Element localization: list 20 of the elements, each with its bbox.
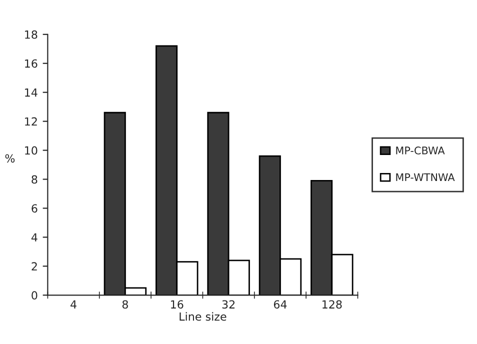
x-tick-label: 128 — [322, 300, 342, 309]
y-tick-label: 14 — [25, 88, 38, 97]
x-tick-label: 4 — [70, 300, 76, 308]
y-tick-label: 0 — [32, 291, 38, 300]
x-tick-label: 32 — [222, 300, 235, 309]
x-axis-title: Line size — [180, 312, 226, 321]
x-tick-label: 64 — [274, 300, 287, 309]
x-tick-label: 8 — [122, 300, 128, 309]
legend-label: MP-WTNWA — [396, 173, 455, 182]
y-axis-title: % — [5, 154, 15, 163]
y-tick-label: 4 — [31, 233, 38, 242]
y-tick-label: 12 — [25, 117, 37, 126]
y-tick-label: 18 — [25, 30, 38, 39]
x-tick-label: 16 — [171, 300, 184, 309]
legend-label: MP-CBWA — [396, 146, 445, 154]
y-tick-label: 2 — [32, 262, 37, 270]
y-tick-label: 16 — [25, 59, 38, 68]
y-tick-label: 10 — [25, 146, 38, 155]
y-tick-label: 8 — [32, 175, 38, 184]
y-tick-label: 6 — [32, 204, 38, 213]
